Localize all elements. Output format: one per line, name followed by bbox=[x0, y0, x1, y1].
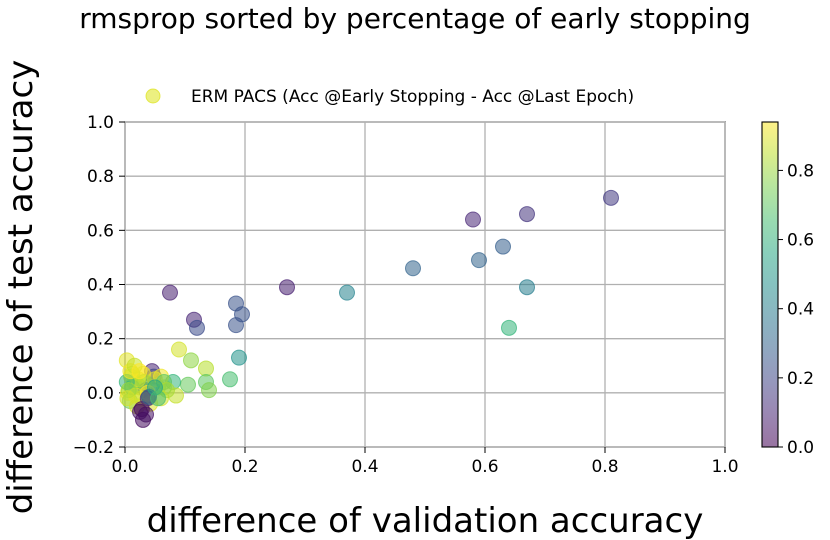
y-tick-label: 0.6 bbox=[87, 221, 114, 241]
data-point bbox=[603, 189, 619, 206]
colorbar-gradient bbox=[762, 122, 778, 447]
x-tick-label: 0.6 bbox=[471, 457, 498, 477]
x-tick-label: 0.4 bbox=[351, 457, 378, 477]
x-tick-label: 0.0 bbox=[111, 457, 138, 477]
y-tick-label: 1.0 bbox=[87, 113, 114, 133]
data-point bbox=[501, 319, 517, 336]
x-tick-label: 1.0 bbox=[711, 457, 738, 477]
data-point bbox=[405, 260, 421, 277]
colorbar-frame bbox=[761, 121, 779, 448]
data-point bbox=[519, 279, 535, 296]
colorbar-tick-label: 0.2 bbox=[787, 369, 814, 389]
x-tick-label: 0.2 bbox=[231, 457, 258, 477]
x-tick-label: 0.8 bbox=[591, 457, 618, 477]
y-tick-label: 0.0 bbox=[87, 384, 114, 404]
y-tick-label: 0.8 bbox=[87, 167, 114, 187]
data-point bbox=[131, 363, 148, 380]
colorbar-tick-label: 0.4 bbox=[787, 300, 814, 320]
data-point bbox=[231, 349, 247, 366]
data-point bbox=[119, 390, 136, 407]
data-point bbox=[519, 206, 535, 223]
legend: ERM PACS (Acc @Early Stopping - Acc @Las… bbox=[145, 87, 634, 107]
data-point bbox=[171, 341, 187, 358]
data-point bbox=[150, 390, 166, 407]
data-point bbox=[228, 317, 244, 334]
data-point bbox=[138, 406, 154, 423]
y-axis-label: difference of test accuracy bbox=[1, 60, 41, 515]
data-point bbox=[495, 238, 511, 255]
legend-entry: ERM PACS (Acc @Early Stopping - Acc @Las… bbox=[191, 87, 634, 107]
data-point bbox=[465, 211, 481, 228]
data-point bbox=[201, 382, 217, 399]
chart-title: rmsprop sorted by percentage of early st… bbox=[79, 2, 751, 35]
colorbar: 0.0 0.2 0.4 0.6 0.8 bbox=[761, 121, 814, 458]
colorbar-tick-label: 0.8 bbox=[787, 161, 814, 181]
data-point bbox=[162, 284, 178, 301]
data-point bbox=[279, 279, 295, 296]
colorbar-tick-label: 0.0 bbox=[787, 438, 814, 458]
y-tick-label: −0.2 bbox=[73, 438, 114, 458]
legend-marker bbox=[145, 88, 161, 104]
data-points bbox=[118, 189, 619, 428]
y-axis-ticks: −0.2 0.0 0.2 0.4 0.6 0.8 1.0 bbox=[73, 113, 125, 458]
x-axis-ticks: 0.0 0.2 0.4 0.6 0.8 1.0 bbox=[111, 447, 739, 477]
data-point bbox=[198, 360, 214, 377]
gridlines bbox=[124, 121, 726, 448]
data-point bbox=[339, 284, 355, 301]
data-point bbox=[471, 252, 487, 269]
y-tick-label: 0.4 bbox=[87, 276, 114, 296]
data-point bbox=[222, 371, 238, 388]
data-point bbox=[189, 319, 205, 336]
data-point bbox=[183, 352, 199, 369]
data-point bbox=[180, 376, 196, 393]
x-axis-label: difference of validation accuracy bbox=[147, 501, 704, 540]
colorbar-tick-label: 0.6 bbox=[787, 231, 814, 251]
y-tick-label: 0.2 bbox=[87, 330, 114, 350]
